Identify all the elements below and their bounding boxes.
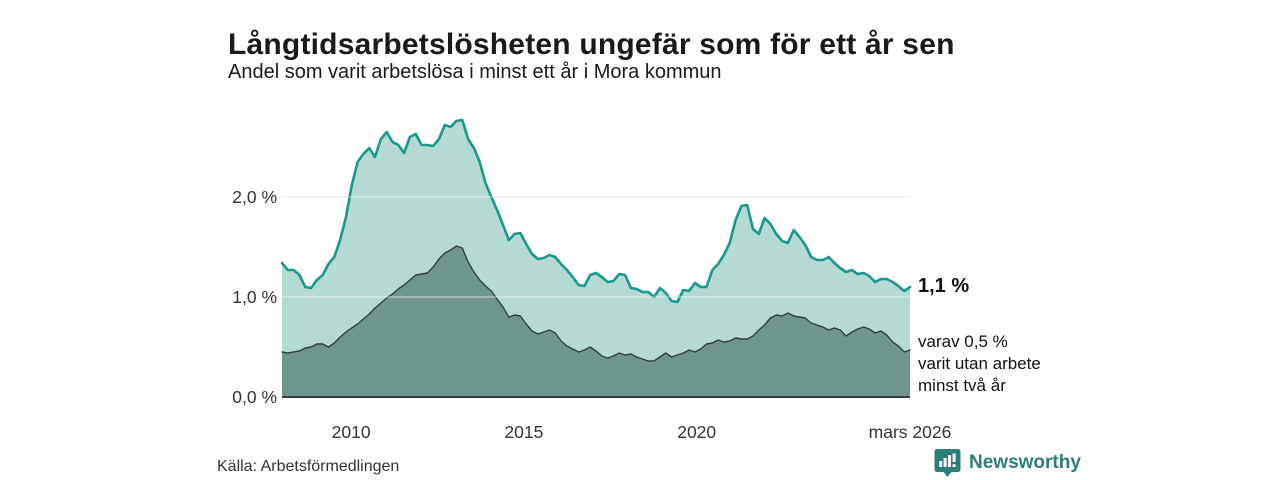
- source-caption: Källa: Arbetsförmedlingen: [217, 458, 400, 475]
- newsworthy-logo-text: Newsworthy: [969, 452, 1081, 473]
- page-title: Långtidsarbetslösheten ungefär som för e…: [228, 28, 955, 62]
- annotation-line-2: varit utan arbete: [918, 354, 1041, 373]
- y-axis-tick-label: 1,0 %: [232, 287, 277, 307]
- y-axis-tick-label: 2,0 %: [232, 187, 277, 207]
- x-axis-tick-label: mars 2026: [869, 422, 952, 442]
- chart-subtitle: Andel som varit arbetslösa i minst ett å…: [228, 61, 722, 83]
- x-axis-tick-label: 2015: [504, 422, 543, 442]
- annotation-line-3: minst två år: [918, 376, 1006, 395]
- x-axis-tick-label: 2010: [332, 422, 371, 442]
- annotation-line-1: varav 0,5 %: [918, 332, 1008, 351]
- newsworthy-bubble-barchart-icon: [934, 448, 961, 478]
- series-end-value-total: 1,1 %: [918, 275, 970, 297]
- newsworthy-logo: Newsworthy: [934, 448, 1081, 478]
- x-axis-tick-label: 2020: [677, 422, 716, 442]
- y-axis-tick-label: 0,0 %: [232, 387, 277, 407]
- series-end-value-two-years: varav 0,5 % varit utan arbete minst två …: [918, 331, 1068, 397]
